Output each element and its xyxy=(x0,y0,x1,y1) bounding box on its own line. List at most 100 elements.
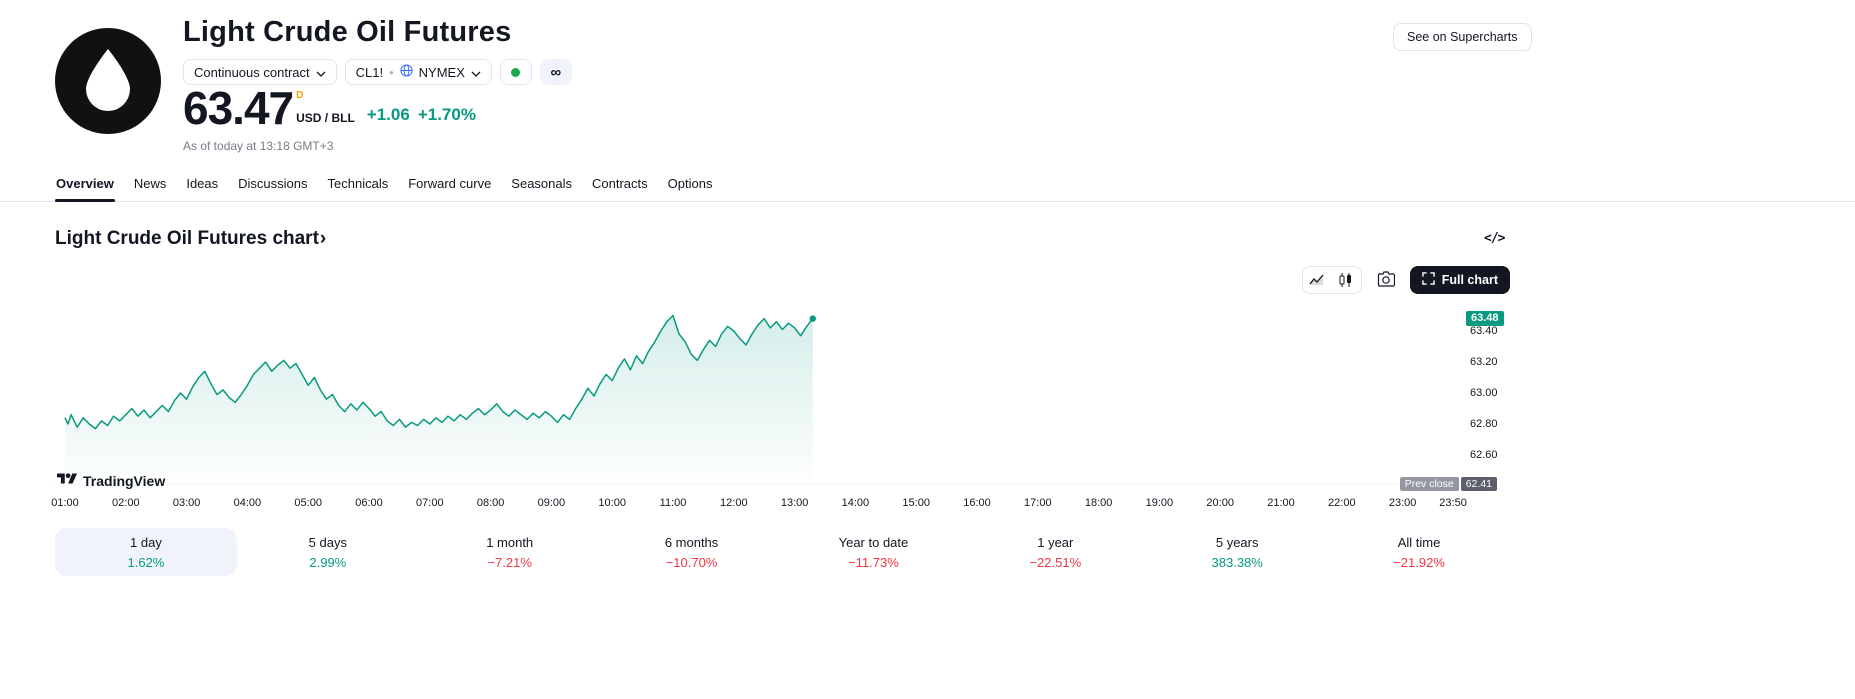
period-5-days[interactable]: 5 days 2.99% xyxy=(237,528,419,576)
full-chart-button[interactable]: Full chart xyxy=(1409,266,1510,294)
time-axis-label: 22:00 xyxy=(1328,497,1356,509)
time-axis-label: 16:00 xyxy=(963,497,991,509)
chart-section-heading[interactable]: Light Crude Oil Futures chart › xyxy=(55,228,326,250)
performance-periods: 1 day 1.62% 5 days 2.99% 1 month −7.21% 6 mont… xyxy=(55,528,1510,576)
tab-news[interactable]: News xyxy=(133,176,167,191)
period-label: 1 year xyxy=(1037,534,1074,550)
tab-overview[interactable]: Overview xyxy=(47,168,123,202)
period-5-years[interactable]: 5 years 383.38% xyxy=(1146,528,1328,576)
period-change-value: 2.99% xyxy=(309,554,347,570)
tab-discussions[interactable]: Discussions xyxy=(238,176,308,191)
prev-close-text: Prev close xyxy=(1399,477,1459,492)
candles-chart-icon xyxy=(1338,272,1354,291)
time-axis-label: 18:00 xyxy=(1084,497,1113,509)
period-year-to-date[interactable]: Year to date −11.73% xyxy=(783,528,965,576)
expand-icon xyxy=(1421,272,1435,288)
data-frequency-marker: D xyxy=(296,90,304,101)
camera-icon xyxy=(1377,270,1395,290)
period-change-value: −11.73% xyxy=(848,554,899,570)
chevron-right-icon: › xyxy=(319,228,327,249)
candles-chart-button[interactable] xyxy=(1331,267,1361,293)
time-axis-label: 23:00 xyxy=(1388,497,1417,509)
time-axis-label: 01:00 xyxy=(51,497,79,509)
price-chart[interactable] xyxy=(55,300,1461,496)
period-change-value: 383.38% xyxy=(1211,554,1263,570)
chart-section-title: Light Crude Oil Futures chart xyxy=(55,228,319,249)
period-label: Year to date xyxy=(838,534,909,550)
period-change-value: 1.62% xyxy=(127,554,165,570)
period-1-day[interactable]: 1 day 1.62% xyxy=(55,528,237,576)
tab-ideas[interactable]: Ideas xyxy=(186,176,219,191)
chart-type-switcher xyxy=(1301,266,1362,294)
time-axis-label: 09:00 xyxy=(537,497,566,509)
time-axis-label: 15:00 xyxy=(902,497,930,509)
time-axis-label: 02:00 xyxy=(112,497,140,509)
period-label: 6 months xyxy=(664,534,719,550)
period-label: 5 days xyxy=(308,534,347,550)
period-change-value: −21.92% xyxy=(1393,554,1445,570)
change-percent: +1.70% xyxy=(417,105,476,124)
page-title: Light Crude Oil Futures xyxy=(183,16,512,48)
time-axis-label: 17:00 xyxy=(1024,497,1052,509)
period-1-year[interactable]: 1 year −22.51% xyxy=(964,528,1146,576)
time-axis-label: 23:50 xyxy=(1439,497,1467,509)
period-1-month[interactable]: 1 month −7.21% xyxy=(419,528,601,576)
price-change: +1.06 +1.70% xyxy=(367,105,476,128)
infinity-icon: ∞ xyxy=(550,63,562,81)
exchange-label: NYMEX xyxy=(418,64,465,80)
symbol-controls: Continuous contract CL1! • NYMEX ∞ xyxy=(183,59,572,85)
time-axis-label: 07:00 xyxy=(416,497,444,509)
market-open-dot-icon xyxy=(511,67,521,77)
tab-forward-curve[interactable]: Forward curve xyxy=(408,176,492,191)
area-chart-icon xyxy=(1309,272,1325,291)
price-unit: USD / BLL xyxy=(296,111,355,125)
tab-seasonals[interactable]: Seasonals xyxy=(511,176,573,191)
period-label: 1 month xyxy=(486,534,534,550)
period-change-value: −10.70% xyxy=(665,554,718,570)
tab-options[interactable]: Options xyxy=(667,176,713,191)
time-axis-label: 11:00 xyxy=(659,497,687,509)
period-change-value: −22.51% xyxy=(1029,554,1082,570)
symbol-exchange-selector[interactable]: CL1! • NYMEX xyxy=(344,59,492,85)
see-on-supercharts-button[interactable]: See on Supercharts xyxy=(1393,23,1532,51)
last-price: 63.47 xyxy=(183,82,294,134)
as-of-timestamp: As of today at 13:18 GMT+3 xyxy=(183,139,334,153)
tab-bar: Overview News Ideas Discussions Technicals Fo… xyxy=(0,168,1855,202)
tradingview-watermark-text: TradingView xyxy=(83,472,166,489)
last-price-badge: 63.48 xyxy=(1466,310,1504,326)
time-axis-label: 19:00 xyxy=(1145,497,1174,509)
time-axis-label: 06:00 xyxy=(355,497,383,509)
prev-close-label: Prev close 62.41 xyxy=(1399,477,1497,492)
contract-selector[interactable]: Continuous contract xyxy=(183,59,337,85)
time-axis-label: 03:00 xyxy=(172,497,201,509)
market-status-button[interactable] xyxy=(499,59,532,85)
time-axis-label: 13:00 xyxy=(780,497,809,509)
time-axis-label: 04:00 xyxy=(233,497,262,509)
time-axis-label: 12:00 xyxy=(720,497,748,509)
tab-contracts[interactable]: Contracts xyxy=(592,176,648,191)
time-axis-label: 10:00 xyxy=(598,497,626,509)
time-axis-label: 21:00 xyxy=(1267,497,1295,509)
tab-technicals[interactable]: Technicals xyxy=(327,176,389,191)
price-axis-label: 62.80 xyxy=(1470,418,1498,430)
period-6-months[interactable]: 6 months −10.70% xyxy=(601,528,783,576)
chevron-down-icon xyxy=(316,65,326,80)
time-axis-label: 20:00 xyxy=(1206,497,1234,509)
code-icon[interactable]: </> xyxy=(1484,231,1506,246)
price-axis-label: 62.60 xyxy=(1470,449,1498,461)
snapshot-button[interactable] xyxy=(1370,266,1401,294)
symbol-logo xyxy=(55,28,161,134)
chart-toolbar: Full chart xyxy=(1301,266,1510,294)
separator-dot: • xyxy=(389,64,394,80)
extended-hours-button[interactable]: ∞ xyxy=(539,59,572,85)
area-chart-button[interactable] xyxy=(1302,267,1332,293)
tradingview-logo-icon xyxy=(57,471,77,490)
change-absolute: +1.06 xyxy=(366,105,410,124)
period-all-time[interactable]: All time −21.92% xyxy=(1328,528,1510,576)
prev-close-value: 62.41 xyxy=(1460,477,1497,492)
tradingview-watermark: TradingView xyxy=(57,471,165,490)
period-label: 1 day xyxy=(130,534,162,550)
period-label: All time xyxy=(1397,534,1441,550)
price-axis-label: 63.00 xyxy=(1470,387,1498,399)
